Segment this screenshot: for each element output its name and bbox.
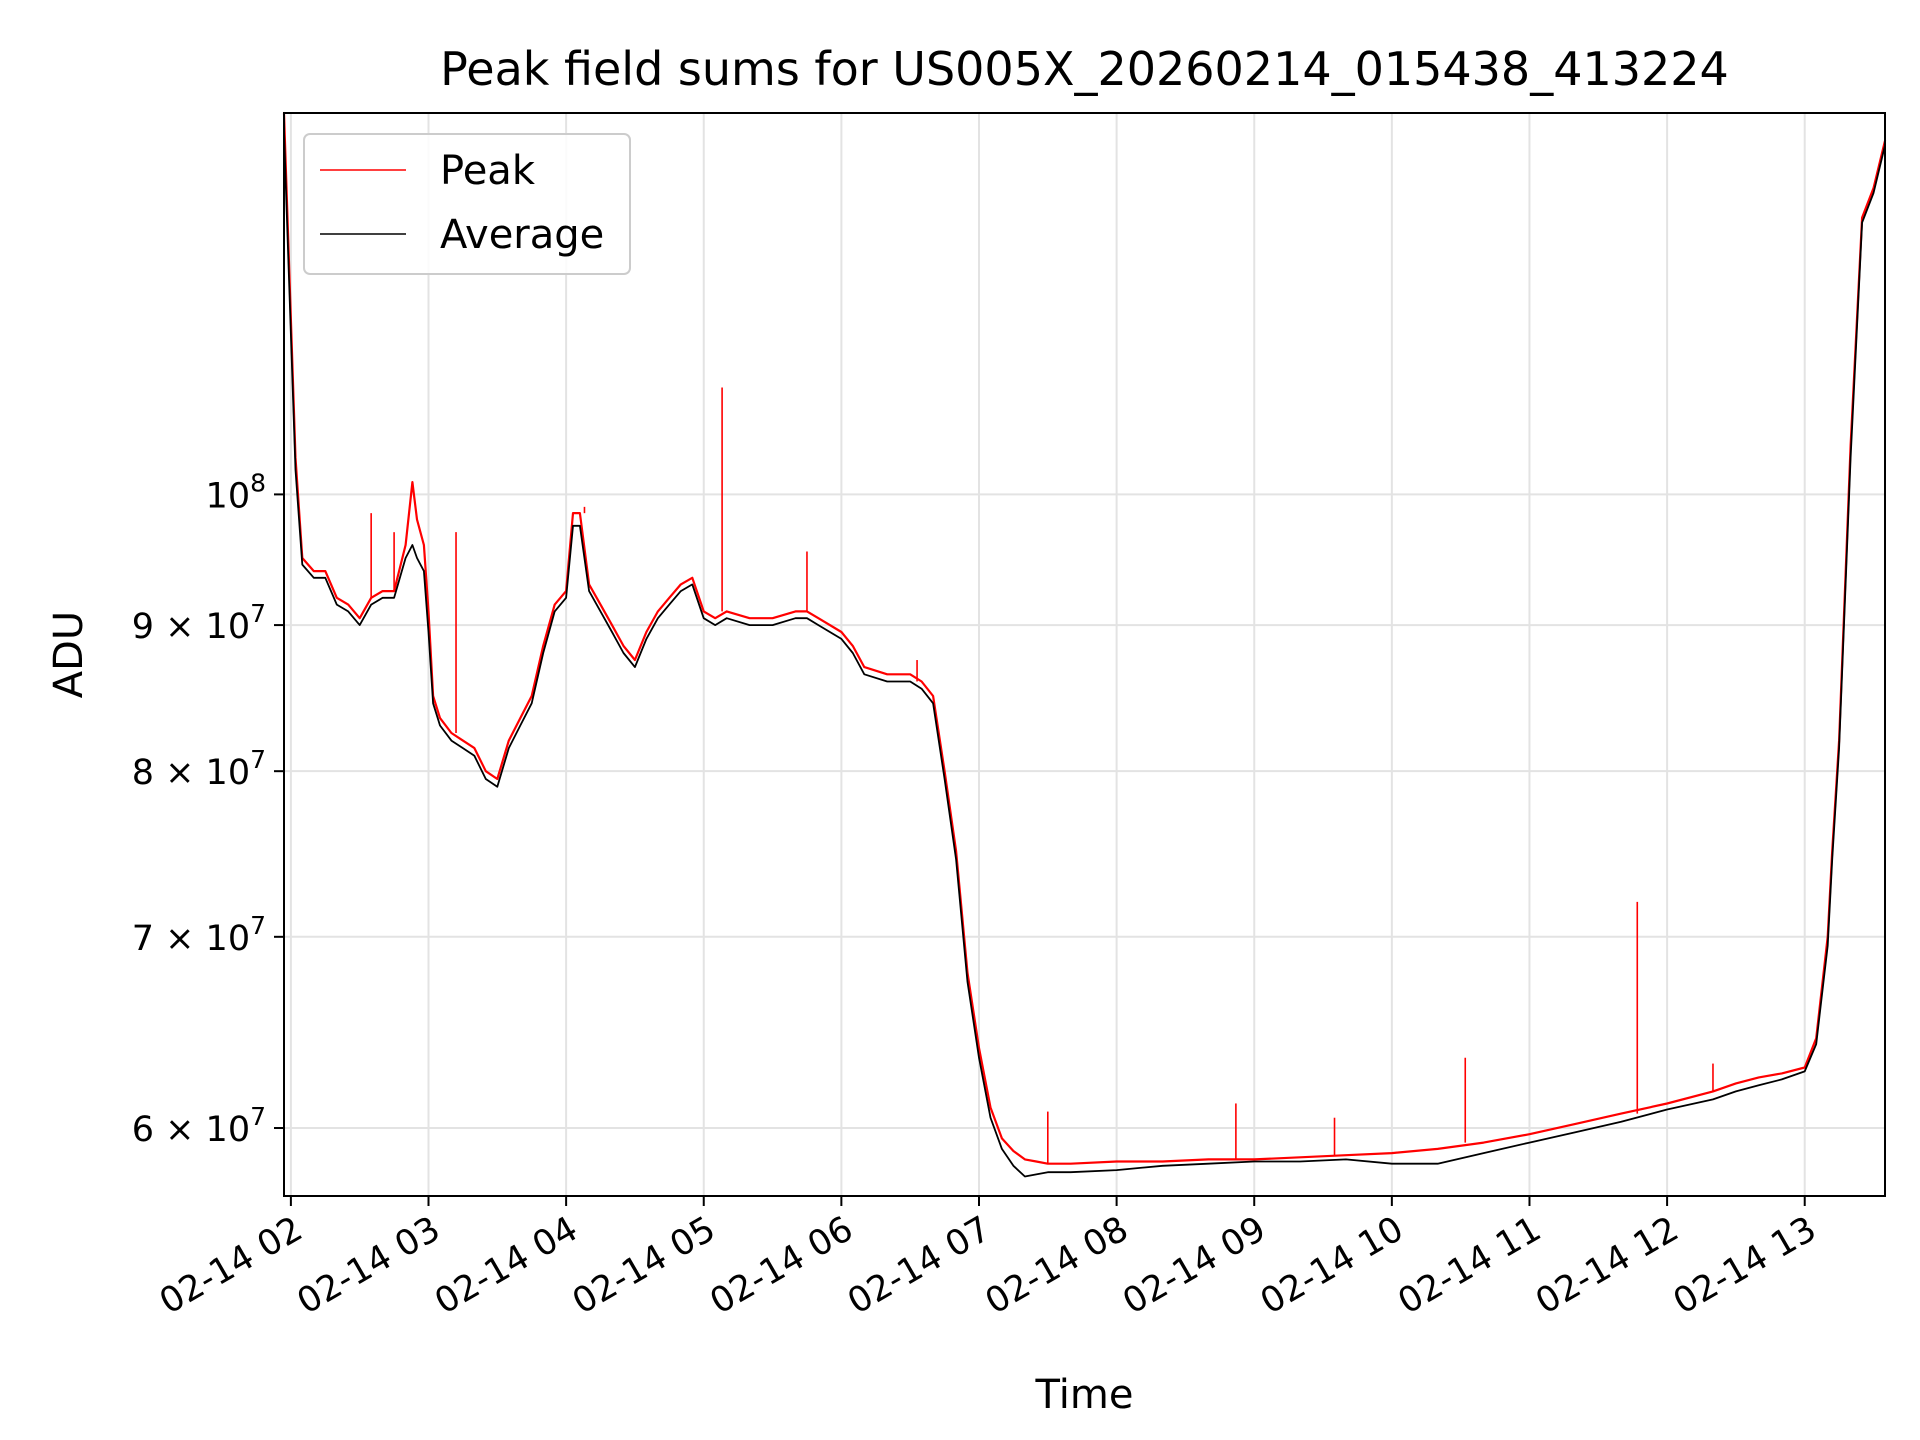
x-axis-label: Time xyxy=(1035,1372,1134,1418)
legend-average-label: Average xyxy=(440,212,604,258)
x-tick-label: 02-14 06 xyxy=(704,1209,860,1322)
x-tick-label: 02-14 10 xyxy=(1254,1209,1410,1322)
y-axis-label: ADU xyxy=(46,611,92,698)
x-tick-label: 02-14 13 xyxy=(1667,1209,1823,1322)
y-tick-label: 7 × 107 xyxy=(132,911,266,959)
legend-box xyxy=(303,133,631,275)
x-tick-label: 02-14 07 xyxy=(841,1209,997,1322)
x-tick-label: 02-14 03 xyxy=(291,1209,447,1322)
legend-peak-label: Peak xyxy=(440,148,536,194)
y-tick-label: 9 × 107 xyxy=(132,599,266,647)
y-tick-label: 108 xyxy=(206,468,266,516)
x-tick-label: 02-14 11 xyxy=(1392,1209,1548,1322)
x-tick-label: 02-14 02 xyxy=(153,1209,309,1322)
grid xyxy=(284,113,1885,1196)
x-tick-label: 02-14 12 xyxy=(1529,1209,1685,1322)
plot-frame xyxy=(283,112,1886,1197)
y-tick-label: 6 × 107 xyxy=(132,1102,266,1150)
legend: Peak Average xyxy=(303,133,631,275)
x-tick-label: 02-14 05 xyxy=(566,1209,722,1322)
chart-title: Peak field sums for US005X_20260214_0154… xyxy=(440,42,1729,96)
series-line-peak xyxy=(282,111,1887,1165)
plot-lines xyxy=(282,111,1887,1178)
x-tick-label: 02-14 09 xyxy=(1116,1209,1272,1322)
y-tick-label: 8 × 107 xyxy=(132,745,266,793)
series-line-average xyxy=(283,130,1886,1178)
x-tick-label: 02-14 08 xyxy=(979,1209,1135,1322)
x-tick-label: 02-14 04 xyxy=(428,1209,584,1322)
